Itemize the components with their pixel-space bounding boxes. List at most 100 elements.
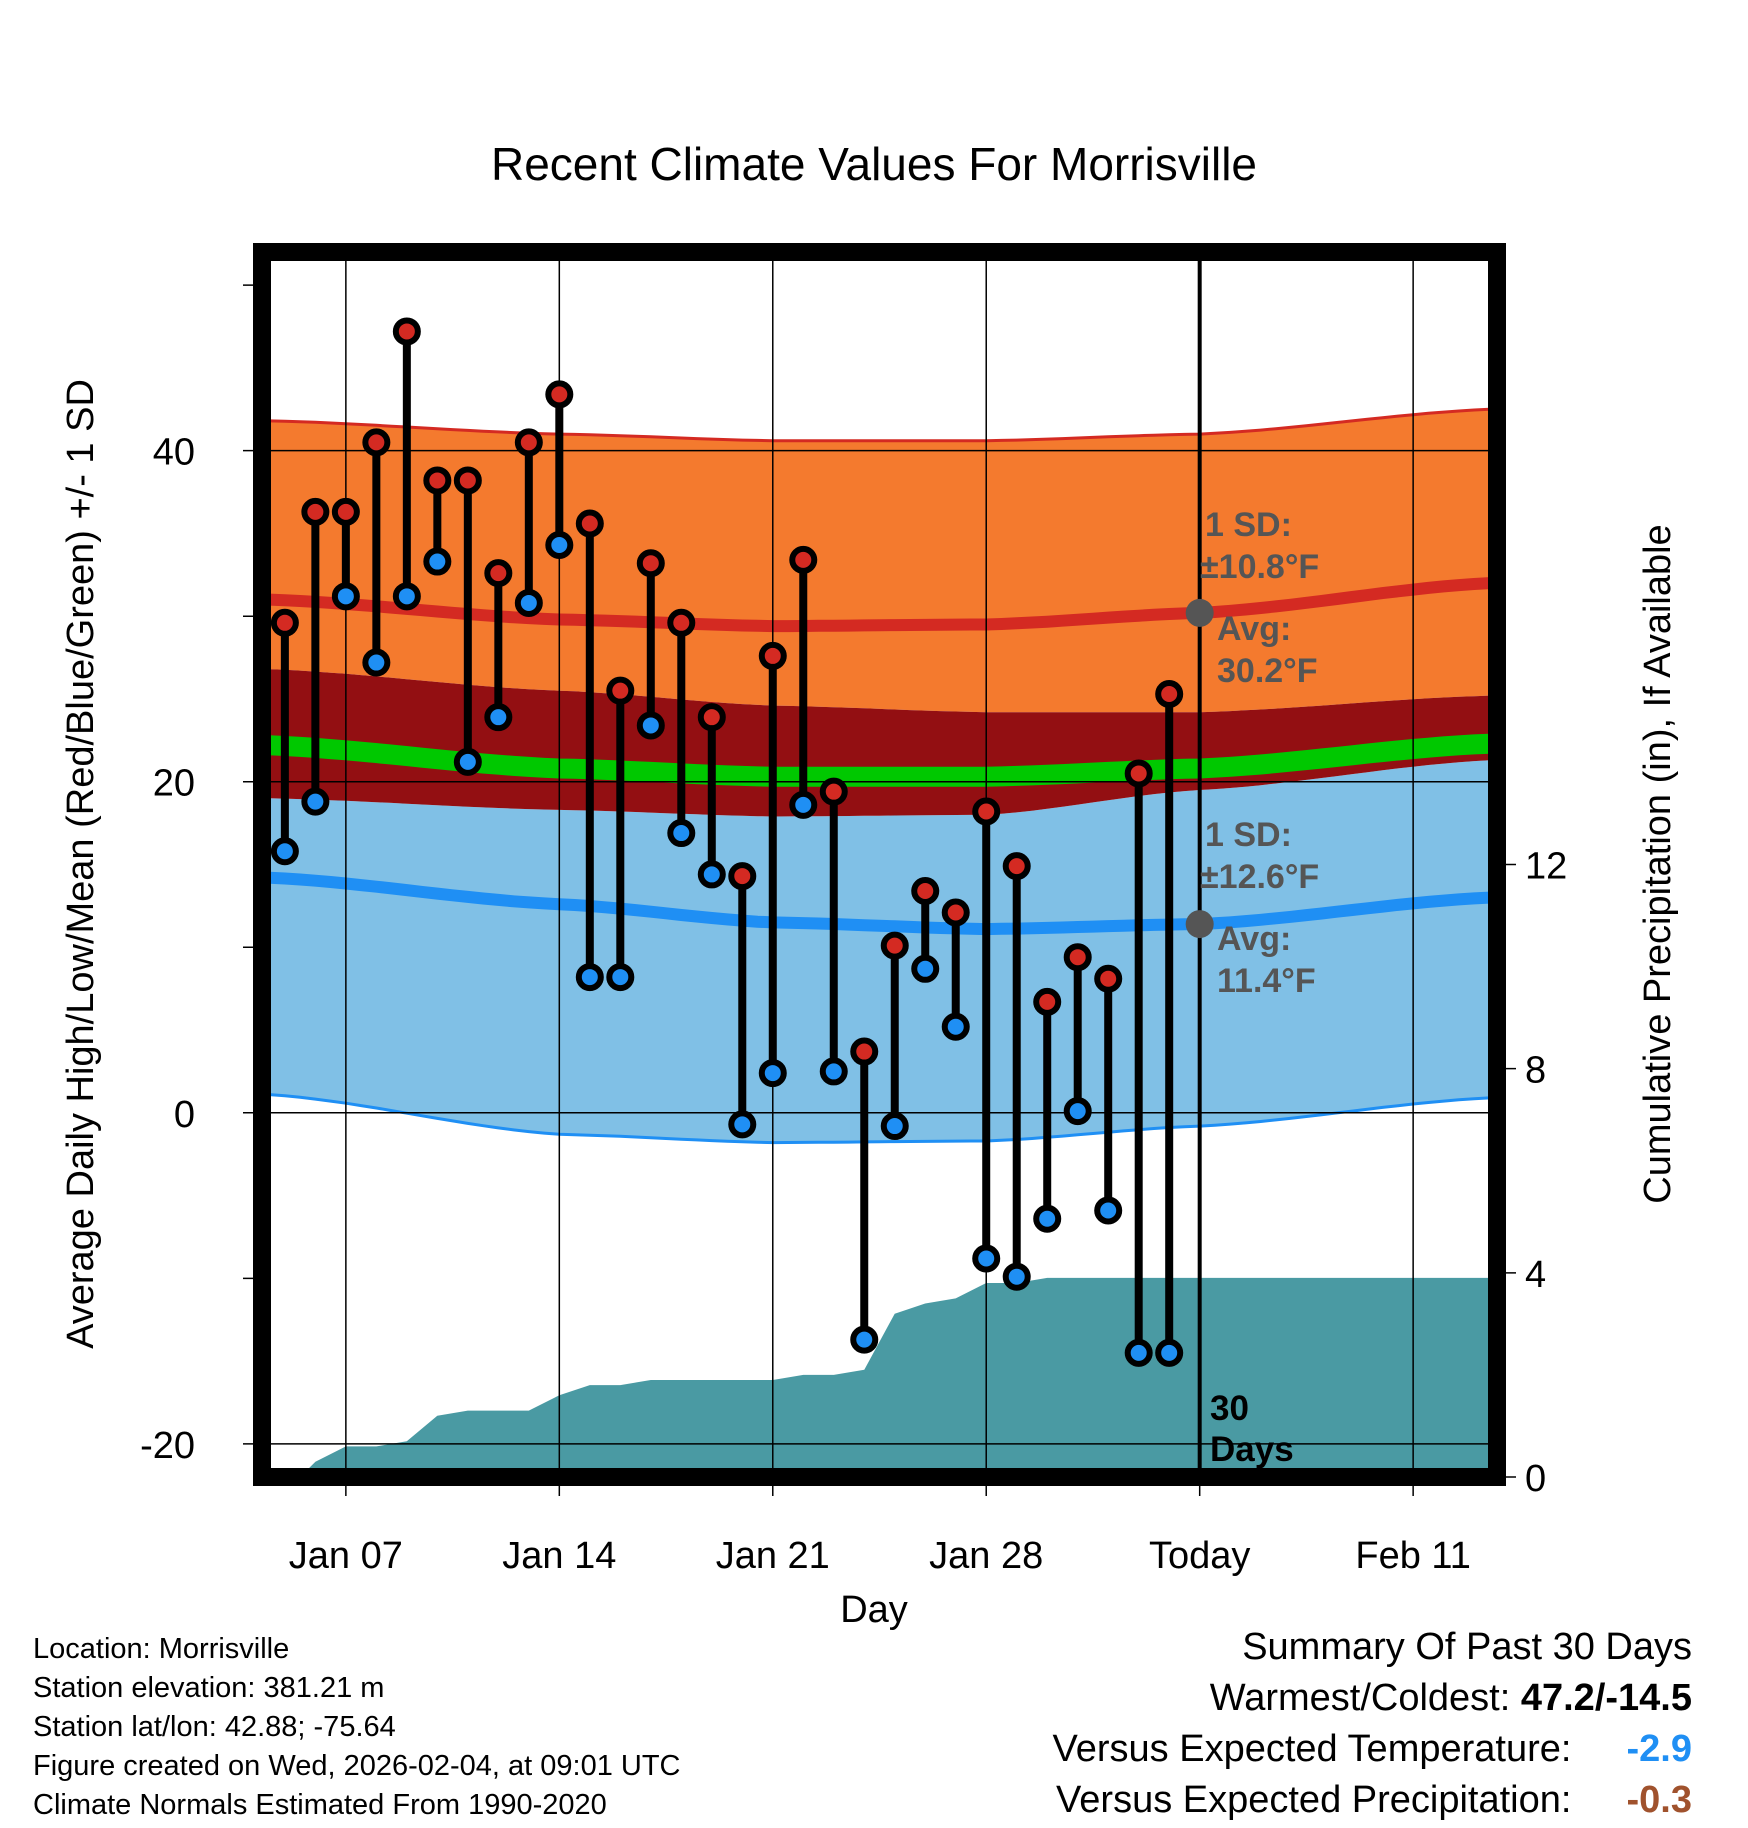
daily-low-marker bbox=[1155, 1338, 1184, 1367]
daily-low-marker bbox=[575, 963, 604, 992]
high-sd-label: 1 SD: bbox=[1205, 506, 1292, 544]
daily-high-marker bbox=[362, 428, 391, 457]
station-location: Location: Morrisville bbox=[33, 1633, 290, 1665]
x-tick-label: Jan 07 bbox=[289, 1535, 403, 1577]
daily-high-marker bbox=[911, 876, 940, 905]
high-avg-label: Avg: bbox=[1217, 610, 1291, 648]
right-axis: 0 4 8 12 bbox=[1497, 846, 1567, 1500]
x-axis: Jan 07 Jan 14 Jan 21 Jan 28 Today Feb 11 bbox=[289, 1477, 1471, 1577]
x-tick-label: Jan 21 bbox=[716, 1535, 830, 1577]
left-axis: -20 0 20 40 bbox=[140, 284, 262, 1467]
precip-label: Versus Expected Precipitation: bbox=[1056, 1779, 1572, 1821]
low-sd-label: 1 SD: bbox=[1205, 816, 1292, 854]
high-sd-value: ±10.8°F bbox=[1200, 548, 1319, 586]
y-tick-label: 20 bbox=[153, 763, 195, 805]
daily-high-marker bbox=[880, 931, 909, 960]
chart-title: Recent Climate Values For Morrisville bbox=[491, 138, 1257, 190]
high-upper-sd-line bbox=[269, 407, 1490, 443]
figure-created: Figure created on Wed, 2026-02-04, at 09… bbox=[33, 1750, 681, 1782]
y-axis-label: Average Daily High/Low/Mean (Red/Blue/Gr… bbox=[60, 379, 102, 1349]
daily-low-marker bbox=[850, 1325, 879, 1354]
daily-high-marker bbox=[514, 428, 543, 457]
daily-high-marker bbox=[484, 559, 513, 588]
daily-high-marker bbox=[545, 380, 574, 409]
daily-low-marker bbox=[789, 790, 818, 819]
daily-high-marker bbox=[453, 466, 482, 495]
daily-low-marker bbox=[1124, 1338, 1153, 1367]
daily-low-marker bbox=[972, 1244, 1001, 1273]
x-tick-label: Jan 14 bbox=[502, 1535, 616, 1577]
daily-high-marker bbox=[941, 898, 970, 927]
precip-value: -0.3 bbox=[1626, 1779, 1692, 1821]
daily-low-marker bbox=[606, 963, 635, 992]
daily-high-marker bbox=[758, 641, 787, 670]
low-normal-today-dot bbox=[1185, 910, 1214, 939]
daily-high-marker bbox=[575, 509, 604, 538]
daily-high-marker bbox=[667, 608, 696, 637]
daily-high-marker bbox=[1124, 759, 1153, 788]
station-info: Location: Morrisville Station elevation:… bbox=[33, 1630, 681, 1825]
daily-high-marker bbox=[697, 703, 726, 732]
daily-low-marker bbox=[270, 837, 299, 866]
daily-low-marker bbox=[880, 1112, 909, 1141]
daily-high-marker bbox=[1063, 943, 1092, 972]
daily-low-marker bbox=[819, 1057, 848, 1086]
precip-days-number: 30 bbox=[1210, 1389, 1249, 1428]
y-tick-label: 40 bbox=[153, 432, 195, 474]
daily-low-marker bbox=[1094, 1196, 1123, 1225]
y2-tick-label: 0 bbox=[1525, 1458, 1546, 1500]
daily-low-marker bbox=[514, 588, 543, 617]
high-sd-band bbox=[269, 409, 1490, 713]
daily-low-marker bbox=[484, 703, 513, 732]
daily-low-marker bbox=[453, 747, 482, 776]
summary-heading: Summary Of Past 30 Days bbox=[1242, 1626, 1692, 1668]
daily-low-marker bbox=[758, 1059, 787, 1088]
x-tick-label: Today bbox=[1149, 1535, 1250, 1577]
low-avg-value: 11.4°F bbox=[1217, 962, 1316, 1000]
daily-low-marker bbox=[911, 954, 940, 983]
daily-low-marker bbox=[697, 860, 726, 889]
daily-high-marker bbox=[1002, 852, 1031, 881]
daily-high-marker bbox=[789, 545, 818, 574]
daily-high-marker bbox=[392, 317, 421, 346]
temp-label: Versus Expected Temperature: bbox=[1052, 1728, 1572, 1770]
daily-low-marker bbox=[1063, 1097, 1092, 1126]
warm-cold-value: 47.2/-14.5 bbox=[1520, 1677, 1692, 1719]
temp-value: -2.9 bbox=[1626, 1728, 1692, 1770]
x-tick-label: Jan 28 bbox=[929, 1535, 1043, 1577]
daily-low-marker bbox=[636, 711, 665, 740]
daily-low-marker bbox=[728, 1110, 757, 1139]
daily-high-marker bbox=[1033, 987, 1062, 1016]
y2-tick-label: 12 bbox=[1525, 846, 1567, 888]
warm-cold-label: Warmest/Coldest: bbox=[1209, 1677, 1511, 1719]
daily-high-marker bbox=[331, 497, 360, 526]
precip-row: Versus Expected Precipitation: -0.3 bbox=[1053, 1775, 1692, 1826]
low-lower-sd-line bbox=[269, 1093, 1490, 1145]
daily-high-marker bbox=[819, 777, 848, 806]
overlap-band bbox=[269, 669, 1490, 817]
high-normal-today-dot bbox=[1185, 598, 1214, 627]
daily-low-marker bbox=[545, 531, 574, 560]
daily-high-marker bbox=[1155, 679, 1184, 708]
daily-low-marker bbox=[392, 582, 421, 611]
daily-high-marker bbox=[728, 862, 757, 891]
climate-normals-period: Climate Normals Estimated From 1990-2020 bbox=[33, 1789, 607, 1821]
low-sd-value: ±12.6°F bbox=[1200, 858, 1319, 896]
y2-axis-label: Cumulative Precipitation (in), If Availa… bbox=[1637, 524, 1679, 1203]
daily-high-marker bbox=[301, 497, 330, 526]
y2-tick-label: 8 bbox=[1525, 1050, 1546, 1092]
temp-row: Versus Expected Temperature: -2.9 bbox=[1053, 1724, 1692, 1775]
high-avg-value: 30.2°F bbox=[1217, 652, 1318, 690]
station-latlon: Station lat/lon: 42.88; -75.64 bbox=[33, 1711, 396, 1743]
x-tick-label: Feb 11 bbox=[1355, 1535, 1470, 1577]
station-elevation: Station elevation: 381.21 m bbox=[33, 1672, 385, 1704]
daily-low-marker bbox=[941, 1012, 970, 1041]
daily-low-marker bbox=[362, 648, 391, 677]
high-mean-line bbox=[269, 577, 1490, 633]
daily-low-marker bbox=[667, 819, 696, 848]
daily-low-marker bbox=[301, 787, 330, 816]
low-mean-line bbox=[269, 871, 1490, 936]
daily-high-marker bbox=[270, 608, 299, 637]
y-tick-label: 0 bbox=[174, 1094, 195, 1136]
